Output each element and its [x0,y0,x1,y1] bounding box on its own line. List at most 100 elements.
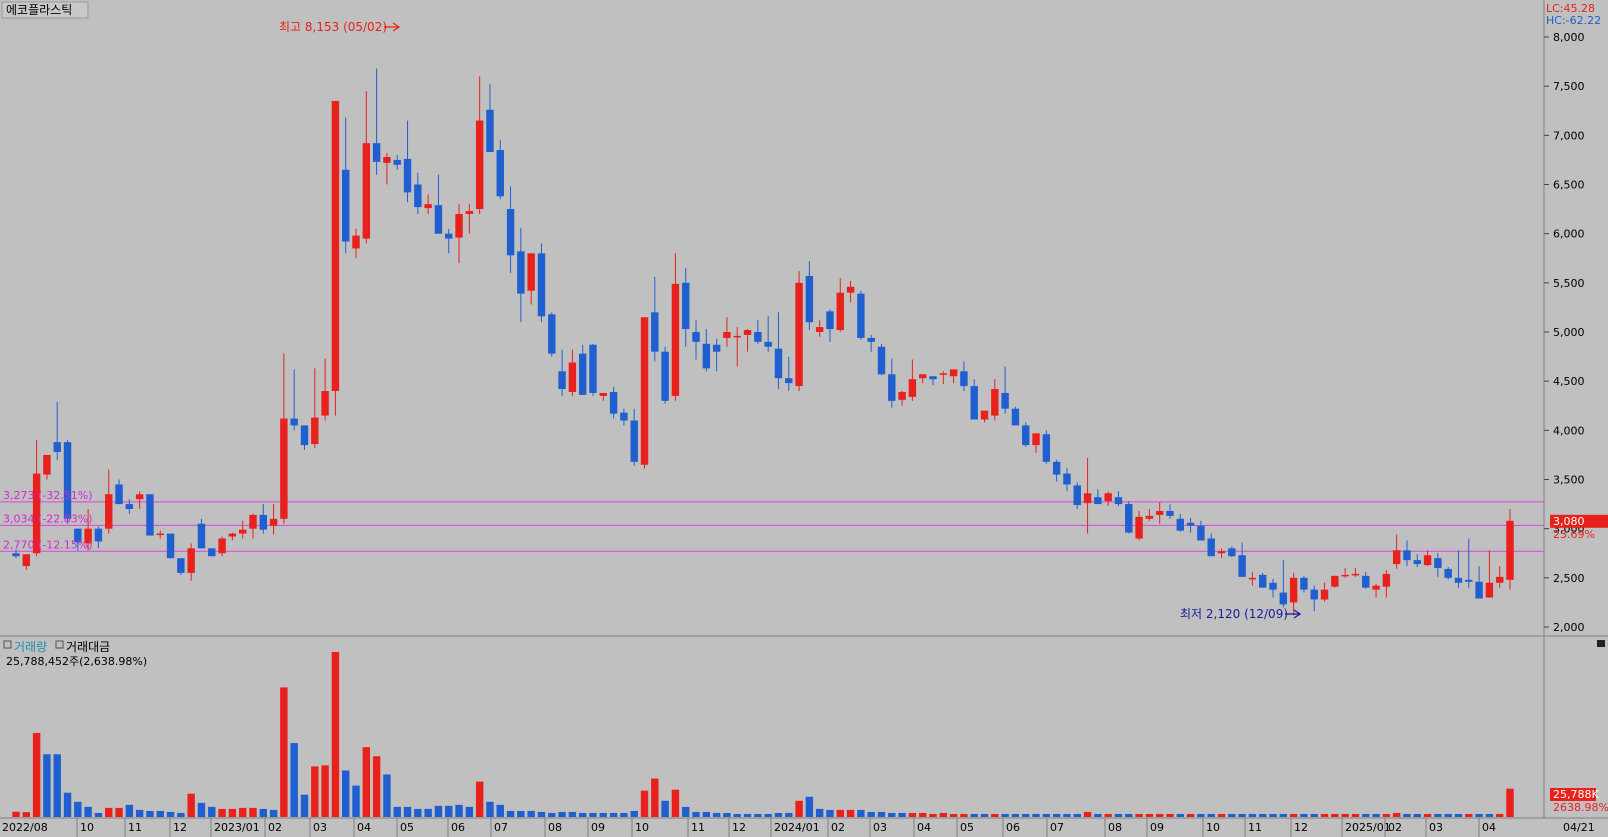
candle-body [805,275,814,323]
volume-bar [651,778,659,817]
candle-body [208,548,216,557]
y-tick-label: 7,000 [1553,129,1585,142]
candle-body [537,253,546,317]
candle [84,509,92,551]
candle-body [269,518,278,526]
volume-bar [1063,813,1071,817]
volume-bar [1166,813,1174,817]
candle [1155,502,1164,524]
candle-body [1217,551,1226,554]
candles [12,68,1514,616]
volume-bar [1269,813,1277,817]
candle-body [486,109,494,153]
candle [290,369,298,431]
candle-body [1341,574,1349,577]
volume-bar [53,754,61,817]
candle-body [671,283,680,396]
volume-bar [1382,813,1391,817]
volume-bar [857,809,865,817]
candle [53,401,61,460]
x-tick-label: 04 [357,821,371,834]
candle-body [372,143,381,162]
candle-body [754,332,762,342]
candle-body [94,528,103,542]
volume-bar [888,812,896,817]
candle [1083,457,1092,534]
volume-bar [1052,813,1061,817]
candle-body [877,346,886,375]
candle [1372,583,1380,598]
candle-body [22,554,31,567]
candle-body [238,529,247,534]
volume-bar [609,812,618,817]
volume-bar [1083,811,1092,817]
candle-body [424,204,432,209]
candle-body [960,371,968,387]
candle-body [1259,574,1267,588]
candle [1145,509,1154,521]
amount-toggle[interactable]: 거래대금 [66,640,110,654]
panel-minimize-icon[interactable] [1597,640,1605,647]
hline-label: 2,770 (-12.15%) [3,538,92,551]
candle [311,368,319,449]
candle [352,228,360,259]
volume-bars [12,652,1514,817]
candle-body [1289,577,1298,603]
candle [342,117,350,254]
volume-bar [682,806,690,817]
candle-body [1392,550,1401,565]
candle [269,504,278,535]
volume-bar [991,813,999,817]
amount-toggle-icon[interactable] [55,640,64,649]
candle [857,290,865,340]
volume-bar [517,810,525,817]
candle [115,479,123,505]
candle [465,204,474,234]
candle [105,469,113,534]
x-tick-label: 2022/08 [2,821,48,834]
volume-bar [960,813,968,817]
candle-body [496,150,504,197]
candle-body [1238,555,1246,577]
candle-body [1423,555,1432,566]
candle-body [867,337,875,342]
high-arrow-icon [384,22,401,32]
volume-toggle-icon[interactable] [3,640,12,649]
candle [815,320,824,337]
candle-body [712,344,721,352]
y-tick-label: 2,500 [1553,572,1585,585]
candle [455,204,463,264]
volume-bar [1454,813,1463,817]
volume-bar [94,812,103,817]
candle-body [300,425,309,446]
volume-toggle[interactable]: 거래량 [14,640,47,654]
volume-bar [187,793,195,817]
candle-body [929,376,937,380]
x-tick-label: 03 [313,821,327,834]
candle [135,491,144,509]
candle-body [609,391,618,414]
candle [651,276,659,362]
candle [517,227,525,323]
x-tick-label: 02 [1388,821,1402,834]
candle-body [1434,558,1442,568]
volume-bar [465,806,474,817]
candle [1011,406,1020,426]
candle-body [1444,568,1452,578]
volume-bar [486,801,494,817]
candle-body [651,312,659,352]
candle [1238,542,1246,577]
candle-body [1022,425,1030,446]
volume-bar [1413,813,1421,817]
candle [620,408,628,426]
candle [486,84,494,153]
candle [434,174,443,234]
candle-body [661,351,669,401]
candle-body [105,494,113,529]
candle-body [1300,577,1308,590]
current-price: 3,080 [1553,515,1585,528]
candle [970,379,978,420]
volume-bar [1104,813,1112,817]
volume-bar [867,811,875,817]
x-tick-label: 03 [1429,821,1443,834]
